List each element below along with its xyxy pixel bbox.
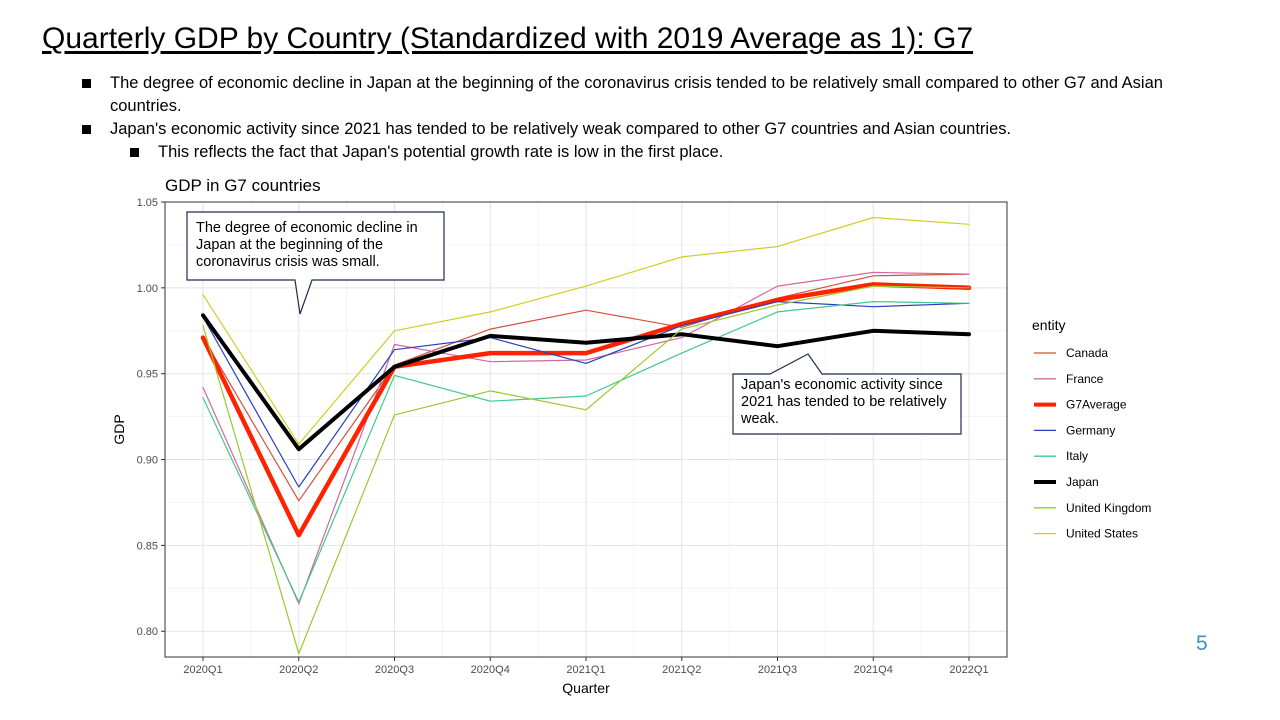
series-line-canada [202,273,970,502]
series-line-italy [202,301,970,603]
bullet-item: The degree of economic decline in Japan … [82,72,1232,118]
legend-label: United Kingdom [1066,501,1151,515]
callout-decline-box [186,211,445,315]
legend-label: Japan [1066,475,1099,489]
y-tick-label: 0.90 [137,455,158,467]
callout-weak-text: Japan's economic activity since 2021 has… [741,377,947,427]
sub-bullet-item: This reflects the fact that Japan's pote… [130,141,1232,164]
square-bullet-icon [130,148,139,157]
legend-label: United States [1066,527,1138,541]
y-tick-label: 1.00 [137,283,158,295]
page-number: 5 [1196,632,1208,655]
x-tick-label: 2021Q4 [854,664,893,676]
legend-label: Italy [1066,449,1088,463]
series-line-japan [201,313,971,452]
x-tick-label: 2022Q1 [949,664,988,676]
bullet-list: The degree of economic decline in Japan … [82,72,1232,164]
callout-decline-text: The degree of economic decline in Japan … [196,220,418,270]
x-tick-label: 2021Q1 [566,664,605,676]
bullet-item: Japan's economic activity since 2021 has… [82,118,1232,141]
y-axis-title: GDP [111,414,127,444]
slide-title: Quarterly GDP by Country (Standardized w… [42,22,974,55]
x-tick-label: 2021Q3 [758,664,797,676]
y-tick-label: 0.85 [137,540,158,552]
x-tick-label: 2020Q3 [375,664,414,676]
legend-label: Germany [1066,423,1115,437]
series-line-united-kingdom [202,285,970,655]
callout-weak-box [732,353,962,435]
series-line-france [202,271,970,605]
bullet-text: Japan's economic activity since 2021 has… [110,120,1012,138]
legend-label: G7Average [1066,398,1127,412]
legend-title: entity [1032,317,1065,333]
bullet-text: The degree of economic decline in Japan … [110,74,1163,115]
series-line-united-states [202,216,970,445]
x-tick-label: 2020Q4 [471,664,510,676]
x-tick-label: 2020Q2 [279,664,318,676]
square-bullet-icon [82,79,91,88]
x-tick-label: 2020Q1 [183,664,222,676]
x-axis-title: Quarter [562,680,610,696]
legend-label: Canada [1066,346,1108,360]
chart-title: GDP in G7 countries [165,176,321,195]
y-tick-label: 0.80 [137,626,158,638]
series-line-g7average [200,282,972,538]
y-tick-label: 0.95 [137,369,158,381]
x-tick-label: 2021Q2 [662,664,701,676]
y-tick-label: 1.05 [137,197,158,209]
legend-label: France [1066,372,1104,386]
sub-bullet-text: This reflects the fact that Japan's pote… [158,143,724,161]
square-bullet-icon [82,125,91,134]
